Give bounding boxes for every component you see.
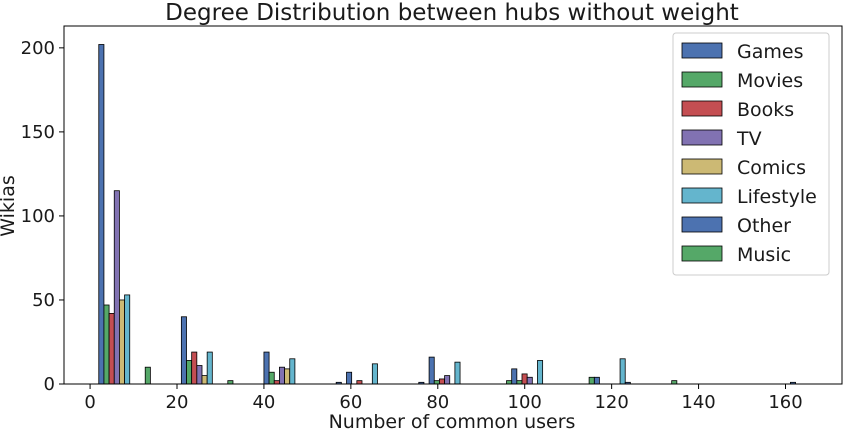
- legend-label-comics: Comics: [737, 157, 806, 179]
- x-tick-label: 160: [768, 392, 802, 413]
- plot-frame: [63, 25, 843, 385]
- legend-swatch-other: [681, 216, 723, 233]
- bar-books-2: [191, 351, 198, 385]
- legend-label-tv: TV: [736, 128, 762, 150]
- bar-lifestyle-2: [206, 351, 213, 385]
- bar-music-11: [588, 376, 595, 385]
- legend-label-music: Music: [737, 244, 791, 266]
- bar-tv-10: [526, 376, 533, 385]
- bar-tv-8: [444, 375, 451, 385]
- x-tick-label: 120: [594, 392, 628, 413]
- legend: Games Movies Books TV Comics Lifestyle Other Mu…: [672, 32, 830, 276]
- y-axis-label: Wikias: [0, 175, 19, 236]
- legend-swatch-movies: [681, 71, 723, 88]
- x-tick-label: 100: [508, 392, 542, 413]
- legend-label-other: Other: [737, 215, 791, 237]
- legend-label-movies: Movies: [737, 70, 803, 92]
- bar-tv-4: [279, 366, 285, 385]
- bar-games-2: [180, 316, 187, 385]
- y-tick-label: 200: [21, 38, 55, 59]
- x-tick-label: 80: [426, 392, 449, 413]
- bar-lifestyle-6: [371, 363, 378, 385]
- axes-layer: 0 20 40 60 80 100 120 140 160 0 50 100 150 200: [21, 25, 843, 413]
- bar-games-0: [98, 44, 105, 385]
- bar-tv-0: [113, 190, 120, 385]
- bar-lifestyle-4: [289, 358, 296, 385]
- legend-swatch-games: [681, 42, 723, 59]
- bar-books-6: [356, 380, 363, 385]
- y-tick-label: 0: [44, 374, 55, 395]
- x-tick-label: 60: [339, 392, 362, 413]
- bar-movies-2: [186, 360, 193, 385]
- y-tick-label: 100: [21, 206, 55, 227]
- x-axis-label: Number of common users: [329, 411, 576, 432]
- bar-lifestyle-0: [124, 294, 131, 385]
- bar-movies-10: [516, 380, 523, 385]
- y-tick-label: 50: [32, 290, 55, 311]
- bar-comics-0: [119, 299, 125, 385]
- chart-title: Degree Distribution between hubs without…: [165, 0, 739, 26]
- bar-books-4: [273, 380, 280, 385]
- bar-games-8: [428, 356, 435, 385]
- bar-games-4: [263, 351, 270, 385]
- bar-comics-4: [284, 368, 291, 385]
- legend-swatch-music: [681, 245, 723, 262]
- bar-movies-1: [144, 366, 151, 385]
- legend-swatch-books: [681, 100, 723, 117]
- y-tick-label: 150: [21, 122, 55, 143]
- bar-tv-2: [196, 365, 203, 385]
- legend-swatch-comics: [681, 158, 723, 175]
- bar-movies-3: [227, 380, 234, 385]
- bar-music-9: [506, 380, 513, 385]
- bar-music-13: [671, 380, 678, 385]
- legend-label-games: Games: [737, 41, 803, 63]
- bar-movies-0: [103, 304, 110, 385]
- x-tick-label: 20: [166, 392, 189, 413]
- bar-books-8: [439, 378, 445, 385]
- legend-label-books: Books: [737, 99, 794, 121]
- bar-movies-4: [268, 371, 275, 385]
- bar-lifestyle-12: [619, 358, 626, 385]
- bar-books-0: [108, 313, 115, 385]
- legend-box: [672, 32, 830, 276]
- bar-games-10: [511, 368, 518, 385]
- bar-books-10: [521, 373, 528, 385]
- x-tick-label: 40: [252, 392, 275, 413]
- bar-games-6: [346, 371, 353, 385]
- bar-movies-8: [433, 380, 440, 385]
- bar-lifestyle-10: [537, 360, 544, 385]
- x-tick-label: 0: [84, 392, 95, 413]
- bar-games-12: [593, 376, 600, 385]
- bars-layer: [98, 44, 796, 385]
- legend-label-lifestyle: Lifestyle: [737, 186, 817, 208]
- bar-comics-2: [201, 375, 208, 385]
- bar-lifestyle-8: [454, 361, 461, 385]
- legend-swatch-tv: [681, 129, 723, 146]
- legend-swatch-lifestyle: [681, 187, 723, 204]
- x-tick-label: 140: [681, 392, 715, 413]
